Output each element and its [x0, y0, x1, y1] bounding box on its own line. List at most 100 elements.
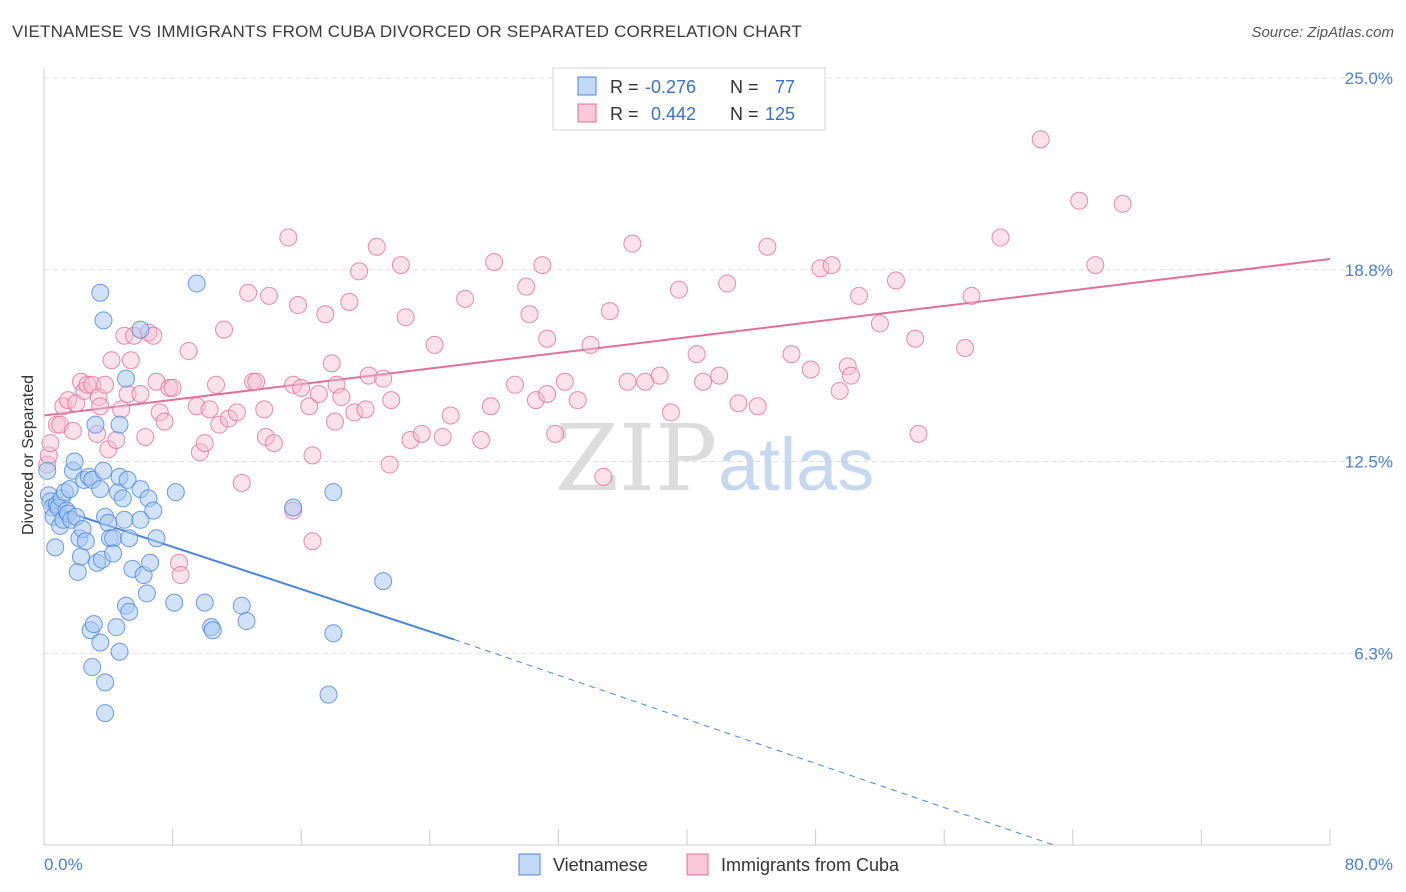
cuba-point [322, 354, 341, 373]
cuba-point [264, 434, 283, 453]
vietnamese-point [104, 529, 123, 548]
vietnamese-point [107, 618, 126, 637]
cuba-point [472, 431, 491, 450]
vietnamese-point [110, 415, 129, 434]
vietnamese-point [319, 685, 338, 704]
vietnamese-point [324, 483, 343, 502]
vietnamese-point [324, 624, 343, 643]
cuba-point [96, 375, 115, 394]
vietnamese-point [131, 320, 150, 339]
cuba-point [374, 369, 393, 388]
y-axis-label: Divorced or Separated [20, 375, 37, 535]
vietnamese-point [203, 621, 222, 640]
y-tick-label: 18.8% [1345, 261, 1393, 280]
cuba-point [63, 421, 82, 440]
cuba-point [292, 378, 311, 397]
cuba-point [618, 372, 637, 391]
cuba-point [694, 372, 713, 391]
source-label: Source: ZipAtlas.com [1251, 24, 1394, 41]
cuba-point [382, 391, 401, 410]
cuba-point [581, 335, 600, 354]
cuba-point [433, 427, 452, 446]
cuba-point [288, 296, 307, 315]
vietnamese-point [232, 596, 251, 615]
vietnamese-point [86, 415, 105, 434]
vietnamese-point [284, 498, 303, 517]
cuba-point [155, 412, 174, 431]
cuba-point [131, 385, 150, 404]
cuba-point [568, 391, 587, 410]
cuba-point [356, 400, 375, 419]
vietnamese-point [68, 562, 87, 581]
cuba-point [1070, 191, 1089, 210]
vietnamese-point [38, 461, 57, 480]
legend-label-cuba: Immigrants from Cuba [721, 855, 900, 875]
legend-swatch-vietnamese [518, 853, 541, 876]
cuba-point [303, 446, 322, 465]
legend-r-value-1: -0.276 [645, 77, 696, 97]
vietnamese-point [165, 593, 184, 612]
y-tick-labels: 6.3% 12.5% 18.8% 25.0% [1345, 69, 1393, 663]
cuba-point [396, 308, 415, 327]
legend-swatch-cuba [686, 853, 709, 876]
cuba-point [886, 271, 905, 290]
legend-r-label-1: R = [610, 77, 639, 97]
cuba-point [425, 335, 444, 354]
vietnamese-point [60, 480, 79, 499]
cuba-point [332, 388, 351, 407]
data-points [38, 130, 1132, 723]
cuba-point [247, 372, 266, 391]
vietnamese-point [120, 529, 139, 548]
cuba-point [661, 403, 680, 422]
cuba-point [533, 256, 552, 275]
cuba-point [758, 237, 777, 256]
cuba-point [830, 381, 849, 400]
cuba-point [517, 277, 536, 296]
cuba-point [260, 286, 279, 305]
cuba-point [526, 391, 545, 410]
cuba-point [991, 228, 1010, 247]
cuba-point [340, 292, 359, 311]
cuba-point [325, 412, 344, 431]
watermark-zip: ZIP [555, 405, 717, 512]
cuba-point [748, 397, 767, 416]
vietnamese-point [94, 311, 113, 330]
legend-r-label-2: R = [610, 104, 639, 124]
cuba-point [841, 366, 860, 385]
vietnamese-point [131, 510, 150, 529]
vietnamese-point [71, 547, 90, 566]
cuba-point [909, 424, 928, 443]
cuba-point [1031, 130, 1050, 149]
cuba-point [121, 351, 140, 370]
cuba-point [195, 434, 214, 453]
watermark-atlas: atlas [718, 423, 874, 506]
x-tick-label-max: 80.0% [1345, 855, 1393, 874]
trend-lines [43, 258, 1331, 846]
cuba-point [594, 467, 613, 486]
cuba-point [179, 342, 198, 361]
cuba-point [623, 234, 642, 253]
vietnamese-point [46, 538, 65, 557]
cuba-point [822, 256, 841, 275]
legend-n-label-2: N = [730, 104, 759, 124]
vietnamese-point [110, 642, 129, 661]
legend-n-value-1: 77 [775, 77, 795, 97]
cuba-point [485, 253, 504, 272]
vietnamese-point [115, 510, 134, 529]
cuba-point [456, 289, 475, 308]
cuba-point [112, 400, 131, 419]
cuba-point [1086, 256, 1105, 275]
vietnamese-point [374, 572, 393, 591]
cuba-point [345, 403, 364, 422]
legend-swatch-blue [577, 76, 597, 96]
vietnamese-point [99, 513, 118, 532]
cuba-point [232, 473, 251, 492]
cuba-point [107, 431, 126, 450]
legend-swatch-pink [577, 103, 597, 123]
cuba-point [906, 329, 925, 348]
cuba-point [850, 286, 869, 305]
x-tick-label-min: 0.0% [44, 855, 83, 874]
cuba-point [710, 366, 729, 385]
vietnamese-point [137, 584, 156, 603]
